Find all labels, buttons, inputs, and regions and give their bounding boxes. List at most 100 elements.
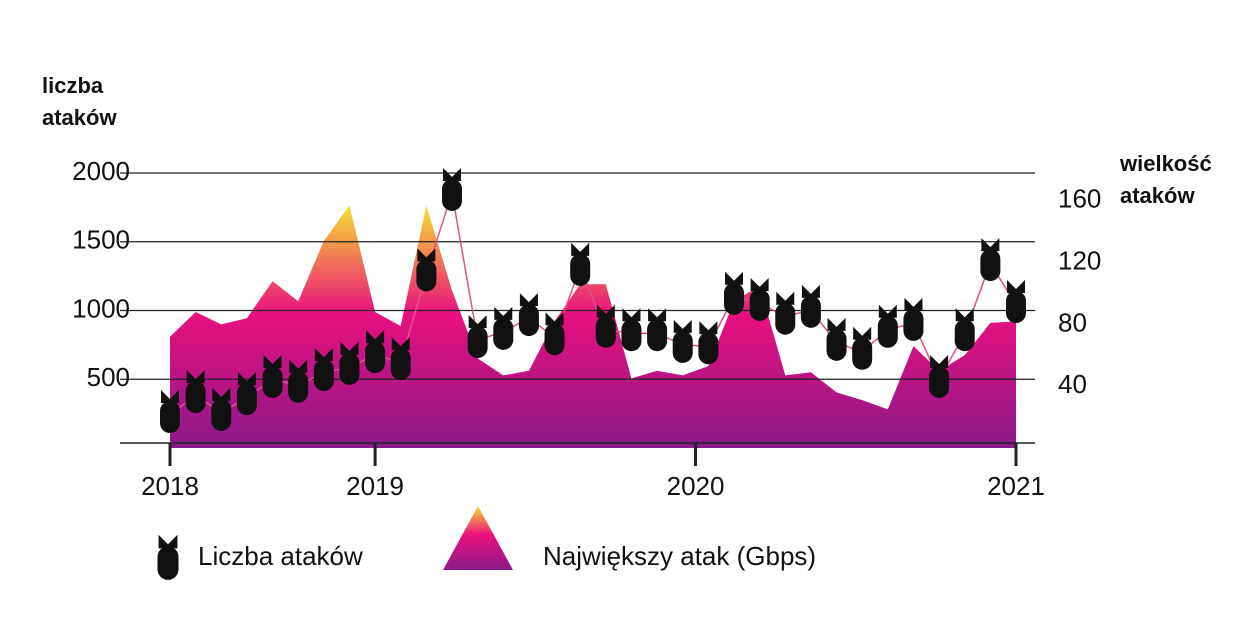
bomb-body <box>288 370 309 403</box>
y2-tick-label: 40 <box>1058 369 1087 399</box>
y2-tick-label: 160 <box>1058 184 1101 214</box>
bomb-marker <box>595 304 616 348</box>
bomb-fin <box>1007 280 1025 293</box>
bomb-body <box>826 328 847 361</box>
y-tick-label: 500 <box>87 362 130 392</box>
bomb-marker <box>672 319 693 363</box>
y-tick-label: 1500 <box>72 225 130 255</box>
bomb-marker <box>1006 280 1026 323</box>
bomb-fin <box>878 304 897 318</box>
bomb-fin <box>930 354 949 368</box>
bomb-marker <box>442 167 462 211</box>
bomb-marker <box>544 312 565 356</box>
bomb-marker <box>877 304 898 348</box>
y-tick-label: 2000 <box>72 156 130 186</box>
bomb-body <box>160 401 180 433</box>
bomb-body <box>749 288 770 321</box>
bomb-body <box>544 323 565 356</box>
x-tick-label: 2018 <box>141 471 199 501</box>
bomb-fin <box>673 319 692 333</box>
bomb-marker <box>236 372 257 416</box>
bomb-marker <box>621 308 642 352</box>
bomb-body <box>185 381 206 414</box>
bomb-marker <box>288 359 309 403</box>
bomb-fin <box>853 326 872 340</box>
legend-icon <box>157 534 179 580</box>
bomb-marker <box>313 348 334 392</box>
bomb-body <box>262 365 283 398</box>
bomb-body <box>647 319 668 352</box>
bomb-fin <box>237 372 256 386</box>
bomb-marker <box>647 308 668 352</box>
bomb-fin <box>571 242 590 256</box>
bomb-fin <box>314 348 333 362</box>
x-tick-label: 2020 <box>667 471 725 501</box>
bomb-body <box>1006 291 1026 323</box>
bomb-marker <box>416 248 437 292</box>
bomb-marker <box>980 238 1001 282</box>
bomb-fin <box>468 315 487 329</box>
bomb-fin <box>289 359 308 373</box>
bomb-fin <box>263 354 282 368</box>
bomb-fin <box>519 293 538 307</box>
bomb-body <box>211 398 232 431</box>
bomb-fin <box>186 370 205 384</box>
bomb-body <box>672 330 693 363</box>
bomb-marker <box>826 317 847 361</box>
bomb-body <box>157 546 179 580</box>
x-tick-label: 2021 <box>987 471 1045 501</box>
bomb-fin <box>955 308 974 322</box>
bomb-marker <box>800 284 821 328</box>
bomb-marker <box>749 277 770 321</box>
bomb-body <box>365 341 386 374</box>
bomb-body <box>929 365 950 398</box>
bomb-fin <box>648 308 667 322</box>
bomb-body <box>518 304 539 337</box>
area <box>170 205 1016 448</box>
bomb-fin <box>699 321 718 335</box>
bomb-body <box>621 319 642 352</box>
bomb-body <box>313 359 334 392</box>
y2-tick-label: 80 <box>1058 307 1087 337</box>
bomb-marker <box>185 370 206 414</box>
bomb-marker <box>570 242 591 286</box>
bomb-fin <box>776 291 795 305</box>
bomb-fin <box>366 330 385 344</box>
bomb-fin <box>161 390 179 403</box>
bomb-body <box>339 352 360 385</box>
bomb-body <box>852 337 873 370</box>
bomb-body <box>724 282 744 315</box>
y-axis-title: liczba ataków <box>42 73 117 130</box>
legend-label: Największy atak (Gbps) <box>543 541 816 571</box>
bomb-marker <box>954 308 975 352</box>
bomb-fin <box>391 337 410 351</box>
bomb-marker <box>365 330 386 374</box>
bomb-fin <box>545 312 564 326</box>
bomb-fin <box>417 248 436 262</box>
bomb-fin <box>801 284 820 298</box>
bomb-body <box>442 178 462 211</box>
bomb-marker <box>724 271 744 315</box>
bomb-fin <box>443 167 461 181</box>
bomb-body <box>390 348 411 381</box>
bomb-body <box>236 383 257 416</box>
y-tick-label: 1000 <box>72 293 130 323</box>
bomb-body <box>775 302 796 335</box>
bomb-marker <box>339 341 360 385</box>
bomb-marker <box>518 293 539 337</box>
bomb-fin <box>827 317 846 331</box>
bomb-fin <box>596 304 615 318</box>
legend-label: Liczba ataków <box>198 541 363 571</box>
bomb-fin <box>750 277 769 291</box>
line <box>169 192 1017 416</box>
bomb-marker <box>698 321 719 365</box>
bomb-fin <box>622 308 641 322</box>
bomb-marker <box>211 387 232 431</box>
bomb-fin <box>340 341 359 355</box>
bomb-body <box>595 315 616 348</box>
bomb-marker <box>929 354 950 398</box>
bomb-marker <box>852 326 873 370</box>
bomb-fin <box>981 238 1000 252</box>
bomb-marker <box>775 291 796 335</box>
